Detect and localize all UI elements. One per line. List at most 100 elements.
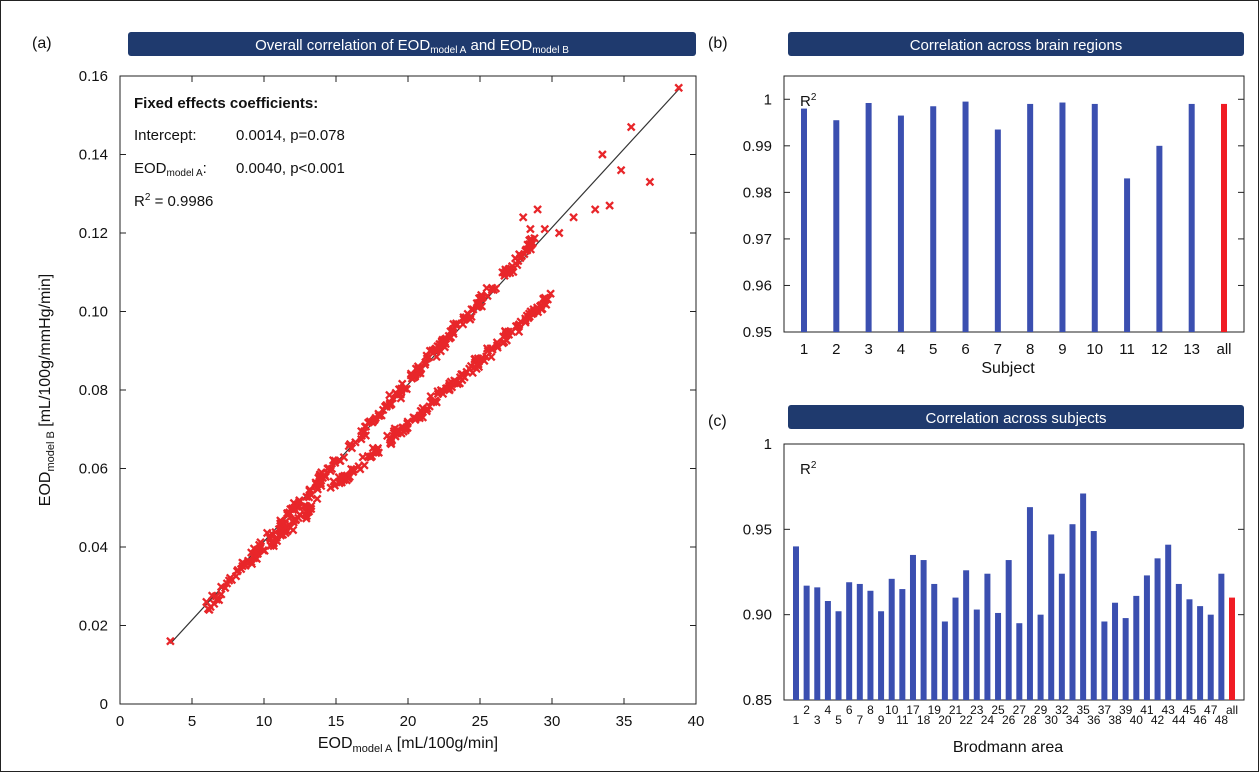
scatter-point (533, 205, 542, 214)
scatter-point (616, 165, 626, 175)
scatter-point (518, 212, 528, 222)
scatter-point (387, 399, 396, 409)
bar-c-bar (1016, 623, 1023, 700)
bar-c-xtick-label: 45 (1183, 703, 1197, 717)
bar-b-ytick-label: 0.98 (743, 184, 772, 201)
bar-b-xtick-label: 9 (1058, 341, 1066, 358)
bar-c-bar (1154, 558, 1161, 700)
scatter-point (504, 330, 514, 339)
scatter-xlabel-sub: model A (353, 743, 393, 755)
scatter-point (674, 83, 684, 93)
bar-c-bar (1112, 602, 1119, 700)
bar-b-bar (865, 102, 872, 332)
bar-c-bars (793, 493, 1235, 700)
bar-b-ytick-label: 0.95 (743, 324, 772, 341)
bar-c-xtick-label: 35 (1076, 703, 1090, 717)
scatter-point (477, 353, 486, 363)
scatter-point (451, 319, 461, 328)
bar-c-xtick-label: 7 (856, 713, 863, 727)
bar-c-xtick-label: 10 (885, 703, 899, 717)
bar-c-axes-box (783, 443, 1245, 701)
scatter-point (527, 240, 536, 250)
bar-b-bar (1188, 103, 1195, 332)
bar-b-bar (1091, 103, 1098, 332)
bar-c-xtick-label: 41 (1140, 703, 1154, 717)
scatter-point (345, 439, 355, 449)
scatter-point (351, 438, 360, 447)
bar-c-xtick-label: 21 (949, 703, 963, 717)
bar-b-xtick-label: 3 (864, 341, 872, 358)
scatter-point (370, 446, 380, 456)
bar-c-xtick-label: 5 (835, 713, 842, 727)
scatter-xtick-label: 40 (688, 713, 705, 730)
bar-c-bar (846, 582, 853, 700)
scatter-point (246, 557, 256, 567)
bar-c-xtick-label: 19 (928, 703, 942, 717)
banner-b (788, 32, 1244, 56)
bar-c-xtick-label: 32 (1055, 703, 1069, 717)
annotation-slope-sub: model A (167, 168, 203, 179)
banner-a-title-pre: Overall correlation of EOD (255, 37, 430, 54)
bar-c-xtick-label: 6 (846, 703, 853, 717)
bar-c-bar (899, 589, 906, 700)
bar-c-ylabel-sup: 2 (811, 460, 817, 471)
scatter-point (525, 235, 534, 245)
scatter-xtick-label: 10 (256, 713, 273, 730)
scatter-xlabel-main: EOD (318, 735, 353, 752)
bar-b-xtick-label: 11 (1119, 341, 1135, 358)
scatter-point (216, 590, 226, 599)
scatter-point (499, 332, 508, 341)
annotation-slope-value: 0.0040, p<0.001 (236, 160, 345, 177)
scatter-point (288, 525, 298, 535)
bar-c-bar (941, 621, 948, 700)
scatter-point (386, 438, 395, 448)
annotation-intercept-value: 0.0014, p=0.078 (236, 127, 345, 144)
scatter-point (426, 391, 436, 401)
scatter-point (266, 541, 275, 551)
bar-c-xtick-label: 30 (1045, 713, 1059, 727)
scatter-point (342, 476, 351, 485)
bar-c-ytick-label: 0.85 (743, 692, 772, 709)
scatter-point (326, 466, 335, 476)
banner-a-title: Overall correlation of EODmodel A and EO… (255, 37, 569, 56)
scatter-point (302, 501, 311, 511)
bar-c-bar (931, 583, 938, 700)
bar-c-xtick-label: 48 (1215, 713, 1229, 727)
scatter-ylabel: EODmodel B [mL/100g/mmHg/min] (37, 274, 57, 506)
panel-label-c: (c) (708, 413, 727, 430)
bar-c-xtick-label: 26 (1002, 713, 1016, 727)
scatter-point (388, 393, 397, 403)
bar-c-xlabel: Brodmann area (953, 739, 1063, 756)
bar-b-xtick-label: 7 (994, 341, 1002, 358)
bar-c-bar (984, 573, 991, 700)
bar-c-bar (1080, 493, 1087, 700)
scatter-point (554, 228, 564, 238)
scatter-point (238, 558, 247, 568)
bar-b-bar (1124, 178, 1131, 332)
scatter-point (357, 426, 366, 436)
scatter-point (330, 456, 340, 466)
scatter-point (530, 233, 539, 243)
bar-b-xtick-label: all (1216, 341, 1231, 358)
bar-c-bar (824, 601, 831, 700)
bar-c-xtick-label: 44 (1172, 713, 1186, 727)
bar-c-xtick-label: 11 (896, 713, 909, 727)
scatter-ytick-label: 0.08 (79, 382, 108, 399)
bar-c-xtick-label: 20 (938, 713, 952, 727)
scatter-point (441, 384, 451, 393)
scatter-point (446, 377, 456, 387)
scatter-point (521, 316, 530, 326)
scatter-xtick-label: 5 (188, 713, 196, 730)
scatter-point (505, 268, 515, 278)
scatter-xtick-label: 35 (616, 713, 633, 730)
scatter-point (166, 636, 175, 646)
bar-b-bar (962, 101, 969, 332)
scatter-point (306, 504, 316, 514)
bar-b-bar (833, 120, 840, 332)
banner-c (788, 405, 1244, 429)
annotation-slope-suffix: : (203, 160, 207, 177)
scatter-xtick-label: 30 (544, 713, 561, 730)
annotation-r2: R2 = 0.9986 (134, 192, 213, 210)
scatter-point (626, 122, 636, 132)
bar-c-ylabel-main: R (800, 461, 811, 478)
